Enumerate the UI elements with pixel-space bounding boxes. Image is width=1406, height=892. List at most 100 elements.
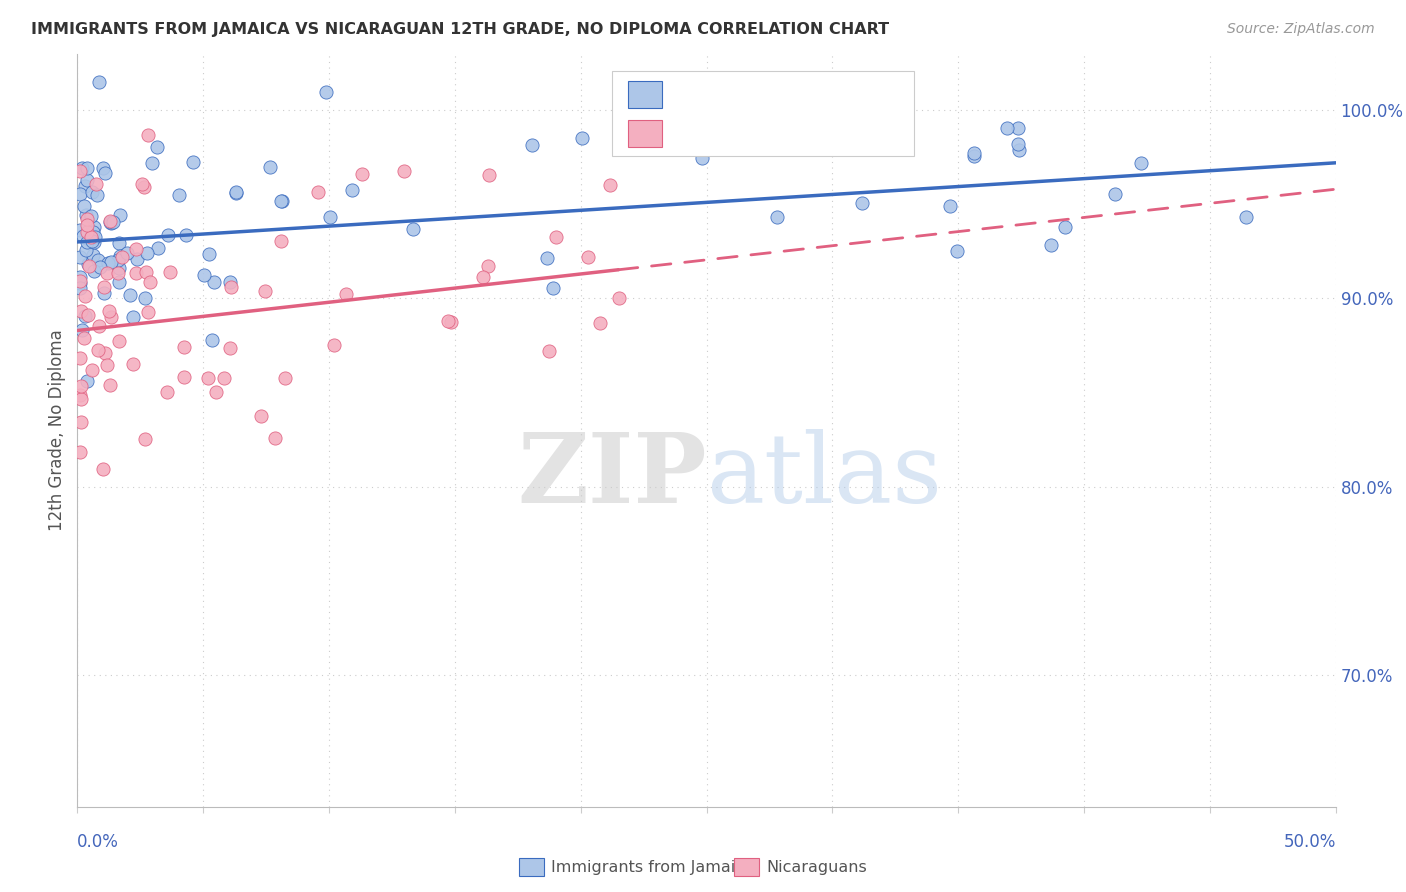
- Point: [100, 310, 122, 324]
- Point: [139, 275, 162, 289]
- Point: [939, 199, 962, 213]
- Point: [307, 185, 329, 199]
- Point: [254, 284, 277, 298]
- Point: [76, 235, 98, 249]
- Text: ZIP: ZIP: [517, 429, 707, 523]
- Point: [402, 222, 425, 236]
- Point: [98, 214, 121, 228]
- Point: [259, 160, 281, 174]
- Text: R =: R =: [673, 86, 713, 103]
- Point: [115, 245, 138, 260]
- Point: [77, 257, 100, 271]
- Point: [607, 291, 630, 305]
- Point: [69, 223, 91, 237]
- Text: 0.0%: 0.0%: [77, 833, 120, 851]
- Point: [219, 341, 242, 355]
- Point: [946, 244, 969, 258]
- Point: [101, 215, 124, 229]
- Point: [225, 185, 247, 199]
- Point: [107, 235, 129, 250]
- Point: [69, 387, 91, 401]
- Point: [118, 288, 141, 302]
- Point: [111, 251, 134, 265]
- Point: [98, 377, 121, 392]
- Point: [73, 179, 96, 194]
- Point: [108, 334, 131, 348]
- Point: [82, 234, 104, 248]
- Point: [70, 303, 93, 318]
- Point: [89, 260, 111, 274]
- Point: [70, 415, 93, 429]
- Point: [392, 164, 415, 178]
- Point: [477, 259, 499, 273]
- Point: [1234, 210, 1257, 224]
- Point: [96, 266, 118, 280]
- Point: [536, 251, 558, 265]
- Point: [83, 235, 105, 249]
- Point: [72, 331, 94, 345]
- Point: [995, 121, 1018, 136]
- Point: [193, 268, 215, 282]
- Point: [478, 169, 501, 183]
- Point: [107, 275, 129, 289]
- Point: [212, 371, 235, 385]
- Point: [270, 194, 292, 209]
- Point: [73, 310, 96, 324]
- Point: [318, 210, 340, 224]
- Point: [69, 378, 91, 392]
- Point: [157, 228, 180, 243]
- Point: [125, 252, 148, 267]
- Point: [97, 256, 120, 270]
- Point: [69, 164, 91, 178]
- Point: [1054, 219, 1077, 234]
- Point: [198, 247, 221, 261]
- Point: [76, 161, 98, 175]
- Point: [96, 358, 118, 372]
- Point: [589, 316, 612, 330]
- Text: N =: N =: [775, 124, 814, 142]
- Point: [93, 462, 115, 476]
- Text: N =: N =: [775, 86, 814, 103]
- Point: [439, 315, 461, 329]
- Text: 0.201: 0.201: [716, 86, 772, 103]
- Point: [219, 275, 242, 289]
- Point: [69, 250, 91, 264]
- Point: [100, 216, 122, 230]
- Point: [205, 385, 228, 400]
- Point: [571, 131, 593, 145]
- Point: [76, 375, 98, 389]
- Point: [87, 75, 110, 89]
- Point: [219, 280, 242, 294]
- Point: [132, 180, 155, 194]
- Point: [315, 86, 337, 100]
- Point: [1008, 143, 1031, 157]
- Point: [87, 319, 110, 334]
- Point: [197, 370, 219, 384]
- Point: [75, 243, 97, 257]
- Point: [578, 250, 600, 264]
- Text: R =: R =: [673, 124, 713, 142]
- Point: [76, 173, 98, 187]
- Point: [69, 351, 91, 365]
- Point: [274, 371, 297, 385]
- Point: [264, 431, 287, 445]
- Point: [75, 208, 97, 222]
- Point: [1007, 136, 1029, 151]
- Text: IMMIGRANTS FROM JAMAICA VS NICARAGUAN 12TH GRADE, NO DIPLOMA CORRELATION CHART: IMMIGRANTS FROM JAMAICA VS NICARAGUAN 12…: [31, 22, 889, 37]
- Point: [108, 208, 131, 222]
- Point: [100, 255, 122, 269]
- Point: [73, 199, 96, 213]
- Point: [785, 120, 807, 134]
- Point: [76, 218, 98, 232]
- Point: [156, 384, 179, 399]
- Point: [97, 303, 120, 318]
- Point: [87, 253, 110, 268]
- Point: [1040, 238, 1063, 252]
- Point: [93, 280, 115, 294]
- Text: Source: ZipAtlas.com: Source: ZipAtlas.com: [1227, 22, 1375, 37]
- Point: [83, 264, 105, 278]
- Point: [866, 120, 889, 135]
- Point: [91, 161, 114, 175]
- Point: [765, 211, 787, 225]
- Point: [107, 253, 129, 268]
